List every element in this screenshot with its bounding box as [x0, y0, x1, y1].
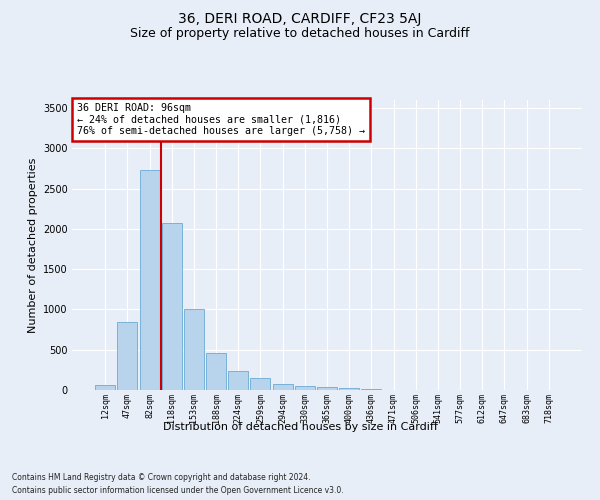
Text: Distribution of detached houses by size in Cardiff: Distribution of detached houses by size …: [163, 422, 437, 432]
Bar: [118, 322, 137, 390]
Bar: [339, 388, 359, 390]
Bar: [361, 389, 382, 390]
Bar: [272, 384, 293, 390]
Bar: [317, 387, 337, 390]
Bar: [162, 223, 182, 390]
Bar: [184, 308, 204, 390]
Bar: [95, 385, 115, 390]
Text: Contains HM Land Registry data © Crown copyright and database right 2024.: Contains HM Land Registry data © Crown c…: [12, 472, 311, 482]
Bar: [250, 378, 271, 390]
Text: 36 DERI ROAD: 96sqm
← 24% of detached houses are smaller (1,816)
76% of semi-det: 36 DERI ROAD: 96sqm ← 24% of detached ho…: [77, 103, 365, 136]
Y-axis label: Number of detached properties: Number of detached properties: [28, 158, 38, 332]
Bar: [228, 372, 248, 390]
Text: Contains public sector information licensed under the Open Government Licence v3: Contains public sector information licen…: [12, 486, 344, 495]
Bar: [206, 353, 226, 390]
Text: Size of property relative to detached houses in Cardiff: Size of property relative to detached ho…: [130, 28, 470, 40]
Text: 36, DERI ROAD, CARDIFF, CF23 5AJ: 36, DERI ROAD, CARDIFF, CF23 5AJ: [178, 12, 422, 26]
Bar: [295, 386, 315, 390]
Bar: [140, 170, 160, 390]
